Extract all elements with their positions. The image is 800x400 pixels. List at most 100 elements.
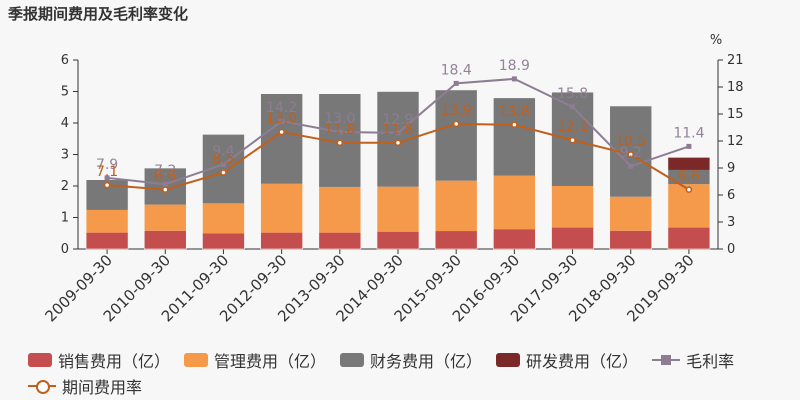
line-point: [570, 104, 576, 110]
data-label: 7.2: [154, 163, 176, 179]
bar-segment: [86, 209, 129, 233]
legend-swatch: [496, 353, 521, 367]
bar-segment: [144, 204, 187, 231]
data-label: 7.9: [96, 157, 118, 173]
bar-outline: [667, 157, 711, 250]
bar-outline: [434, 89, 478, 250]
data-label: 11.4: [673, 125, 704, 141]
data-label: 10.5: [615, 134, 646, 150]
data-label: 6.6: [678, 169, 700, 185]
line-point: [511, 76, 517, 82]
legend: 销售费用（亿） 管理费用（亿） 财务费用（亿） 研发费用（亿） 毛利率期间费用率: [28, 348, 788, 398]
line-point: [685, 186, 693, 193]
bar-segment: [377, 231, 419, 249]
bar-segment: [609, 196, 652, 231]
y-right-tick-label: 3: [727, 215, 735, 230]
line-point: [395, 130, 401, 136]
legend-swatch: [28, 353, 52, 367]
bar-segment: [493, 229, 536, 249]
y-left-tick-label: 1: [61, 211, 69, 226]
bar-segment: [202, 203, 245, 234]
line-point: [104, 175, 110, 181]
legend-label: 销售费用（亿）: [58, 352, 171, 371]
legend-item[interactable]: 财务费用（亿）: [340, 348, 482, 372]
legend-line-swatch: [28, 379, 56, 394]
data-label: 18.4: [441, 62, 472, 78]
bar-segment: [667, 169, 710, 185]
line-point: [220, 169, 227, 176]
bar-segment: [609, 230, 652, 249]
line-point: [103, 181, 111, 189]
data-label: 13.0: [266, 111, 297, 127]
data-label: 14.2: [266, 100, 297, 116]
y-right-tick-label: 6: [727, 188, 735, 203]
legend-item[interactable]: 销售费用（亿）: [28, 348, 170, 372]
bar-segment: [144, 230, 187, 249]
legend-label: 研发费用（亿）: [526, 352, 639, 371]
data-label: 11.8: [382, 122, 413, 138]
data-label: 13.9: [441, 103, 472, 119]
chart-title: 季报期间费用及毛利率变化: [8, 5, 189, 23]
y-left-tick-label: 2: [61, 179, 69, 194]
legend-item[interactable]: 毛利率: [652, 348, 734, 372]
legend-swatch: [340, 353, 365, 367]
y-right-tick-label: 9: [727, 161, 735, 176]
y-right-tick-label: 12: [727, 134, 744, 149]
line-point: [337, 129, 343, 135]
bar-segment: [493, 97, 536, 176]
bar-segment: [377, 186, 419, 232]
y-left-tick-label: 6: [61, 53, 69, 68]
data-label: 13.0: [324, 111, 355, 127]
line-point: [278, 128, 285, 136]
line-point: [394, 139, 402, 147]
bar-segment: [260, 183, 303, 233]
bar-outline: [609, 105, 653, 250]
y-left-tick-label: 3: [61, 148, 69, 163]
data-label: 12.9: [382, 112, 413, 128]
legend-item[interactable]: 管理费用（亿）: [184, 348, 326, 372]
data-label: 12.1: [557, 119, 588, 135]
data-label: 6.6: [154, 169, 176, 185]
data-label: 13.8: [499, 104, 530, 120]
data-label: 11.8: [324, 122, 355, 138]
legend-label: 毛利率: [686, 352, 735, 371]
bar-segment: [551, 186, 594, 228]
bar-segment: [318, 232, 361, 249]
data-label: 18.9: [499, 58, 530, 74]
bar-segment: [435, 89, 478, 181]
data-label: 8.5: [212, 152, 234, 168]
legend-item[interactable]: 期间费用率: [28, 374, 228, 398]
y-right-tick-label: 18: [727, 80, 744, 95]
legend-item[interactable]: 研发费用（亿）: [496, 348, 638, 372]
bar-segment: [260, 93, 303, 184]
legend-line-swatch: [652, 353, 681, 367]
bar-outline: [143, 167, 187, 250]
line-point: [569, 136, 576, 144]
legend-label: 财务费用（亿）: [370, 352, 483, 371]
bar-segment: [551, 227, 594, 249]
data-label: 15.8: [557, 86, 588, 102]
y-right-unit: %: [710, 33, 722, 48]
bar-segment: [318, 186, 361, 233]
bar-segment: [202, 233, 245, 249]
line-point: [162, 181, 168, 187]
line-point: [220, 161, 226, 167]
y-right-tick-label: 15: [727, 107, 744, 122]
line-point: [336, 139, 344, 147]
line-point: [628, 163, 634, 169]
bar-outline: [493, 97, 536, 250]
bar-segment: [435, 231, 478, 249]
bar-outline: [318, 93, 362, 250]
y-right-tick-label: 0: [727, 242, 735, 257]
y-left-tick-label: 0: [61, 242, 69, 257]
bar-segment: [435, 180, 478, 232]
bar-outline: [202, 134, 245, 250]
line-point: [162, 186, 169, 193]
y-right-tick-label: 21: [727, 53, 744, 68]
chart-canvas: 0123456036912151821%2009-09-302010-09-30…: [42, 33, 744, 325]
bar-segment: [667, 157, 710, 170]
data-label: 9.2: [620, 145, 642, 161]
bar-outline: [551, 91, 594, 250]
bar-segment: [260, 232, 303, 249]
y-left-tick-label: 5: [61, 85, 69, 100]
